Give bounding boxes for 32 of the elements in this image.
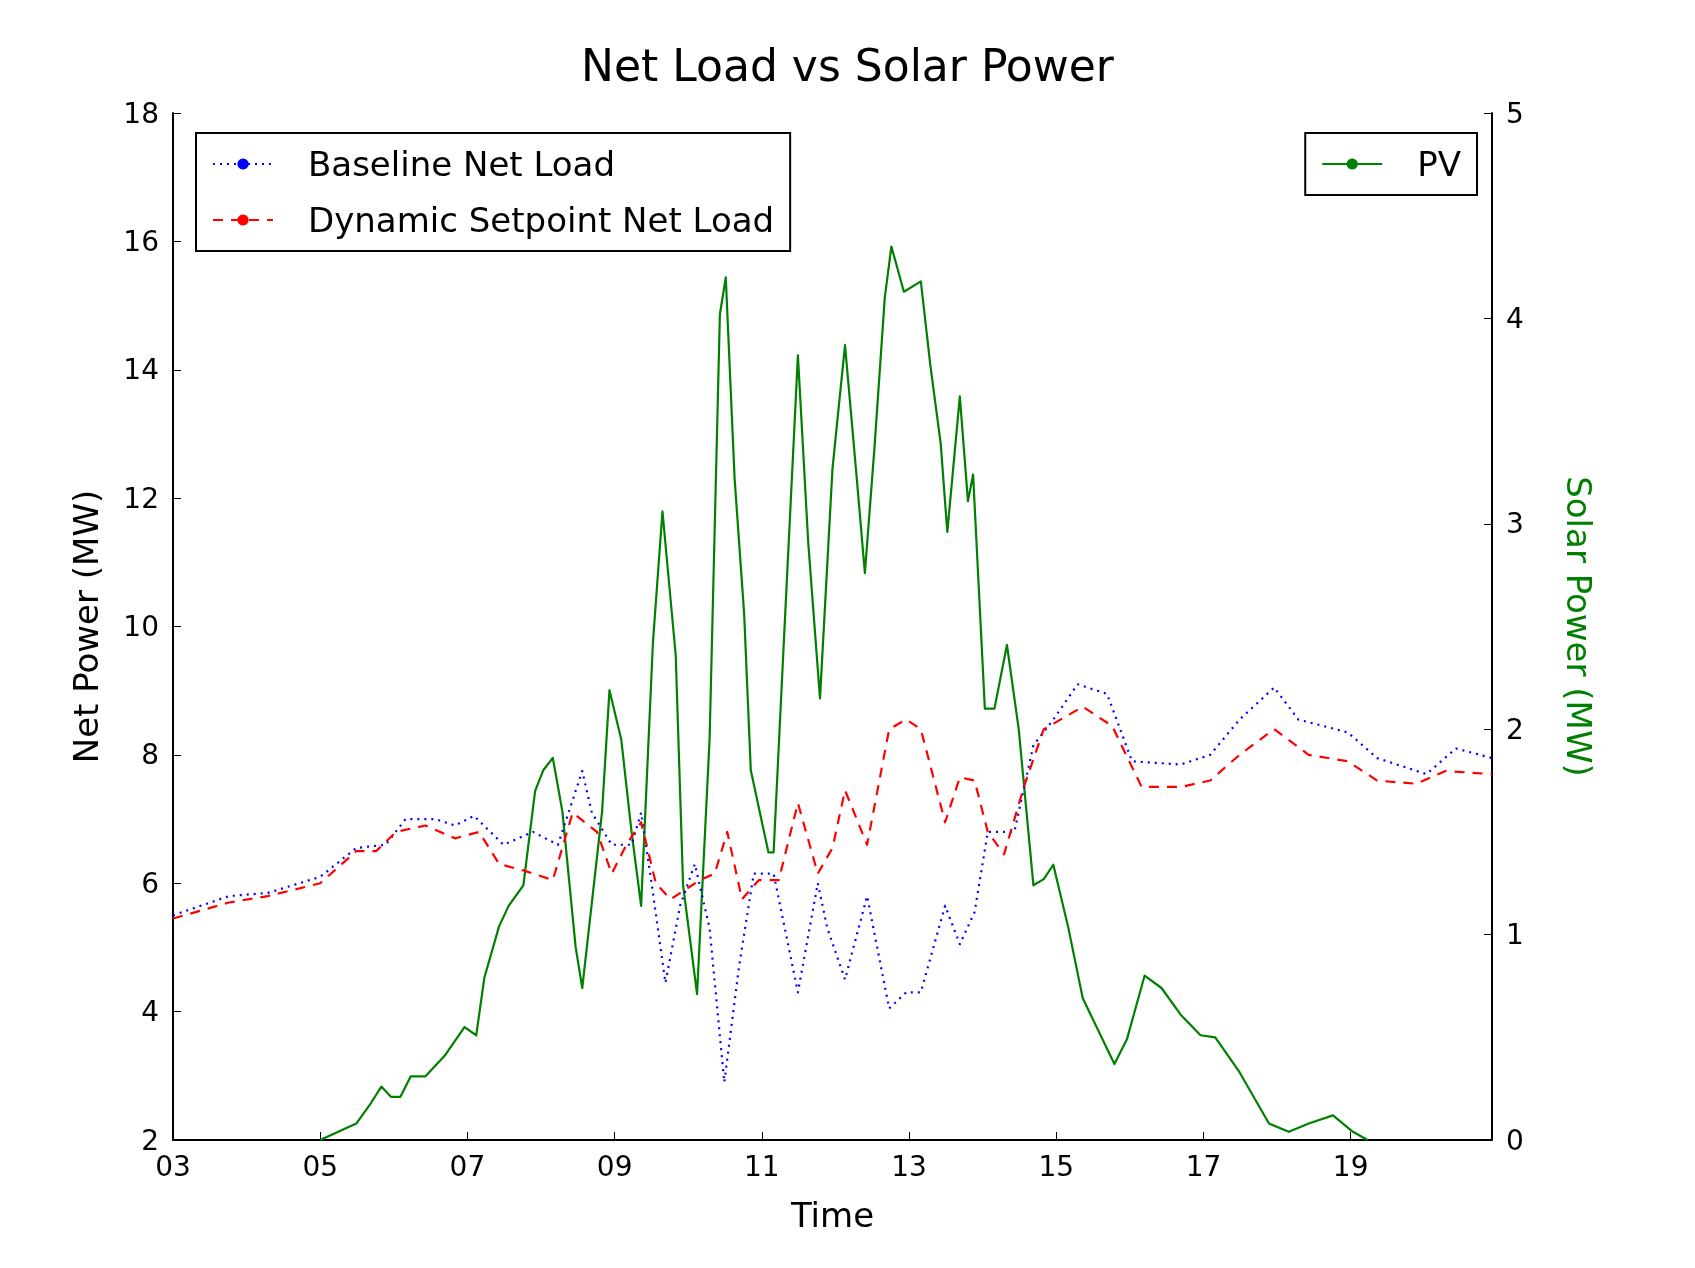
chart-title: Net Load vs Solar Power [581,39,1115,91]
y-tick-label: 4 [141,995,159,1029]
y-tick-label: 18 [123,96,159,130]
line-series [319,245,1369,1142]
x-tick-label: 13 [891,1149,927,1183]
x-tick-label: 09 [596,1149,633,1183]
y2-tick-label: 3 [1506,507,1524,541]
legend-label: Baseline Net Load [308,144,616,184]
x-tick-label: 15 [1038,1149,1075,1183]
y2-tick-label: 2 [1506,712,1524,746]
line-series [171,683,1494,1084]
x-tick-label: 07 [449,1149,486,1183]
x-axis-title: Time [789,1195,875,1235]
y-tick-label: 16 [123,224,159,258]
x-tick-label: 19 [1332,1149,1369,1183]
x-tick-label: 11 [744,1149,780,1183]
y-tick-label: 6 [141,866,159,900]
y-axis-title: Net Power (MW) [66,489,106,764]
legend-label: Dynamic Setpoint Net Load [308,200,775,240]
y2-tick-label: 4 [1506,301,1524,335]
y2-tick-label: 1 [1506,918,1524,952]
y2-tick-label: 0 [1506,1123,1524,1157]
y-tick-label: 12 [123,481,159,515]
legend-label: PV [1417,144,1461,184]
x-tick-label: 05 [302,1149,339,1183]
y2-axis-title: Solar Power (MW) [1559,476,1599,777]
line-series [171,705,1494,920]
y-tick-label: 8 [141,738,159,772]
y-tick-label: 14 [123,353,159,387]
x-tick-label: 17 [1185,1149,1222,1183]
y2-tick-label: 5 [1506,96,1524,130]
y-tick-label: 10 [123,610,159,643]
